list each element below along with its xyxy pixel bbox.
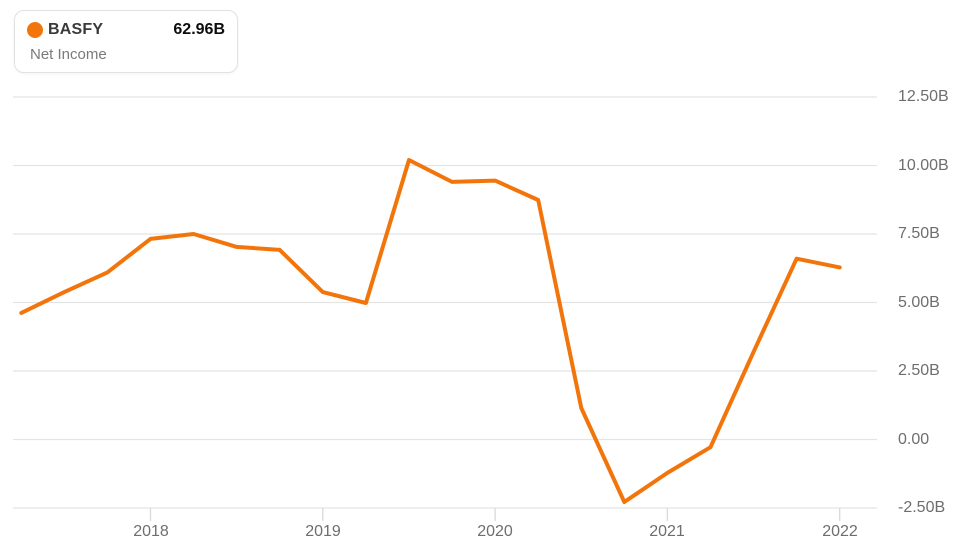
x-axis-label: 2018 (133, 523, 169, 540)
legend-ticker: BASFY (48, 21, 104, 38)
y-axis-label: 12.50B (898, 88, 949, 105)
x-axis-label: 2022 (822, 523, 858, 540)
x-axis-label: 2020 (477, 523, 513, 540)
series-color-dot (27, 22, 43, 38)
legend-row: BASFY 62.96B (27, 19, 225, 41)
x-axis-label: 2019 (305, 523, 341, 540)
legend-metric: Net Income (30, 46, 107, 63)
y-axis-label: 7.50B (898, 225, 940, 242)
legend-value: 62.96B (173, 21, 225, 38)
legend-card[interactable]: BASFY 62.96B Net Income (14, 10, 238, 73)
y-axis-label: 2.50B (898, 362, 940, 379)
y-axis-label: -2.50B (898, 499, 946, 516)
y-axis-label: 10.00B (898, 157, 949, 174)
y-axis-label: 5.00B (898, 294, 940, 311)
x-axis-label: 2021 (649, 523, 685, 540)
net-income-line[interactable] (19, 158, 842, 504)
y-axis-label: 0.00 (898, 431, 930, 448)
